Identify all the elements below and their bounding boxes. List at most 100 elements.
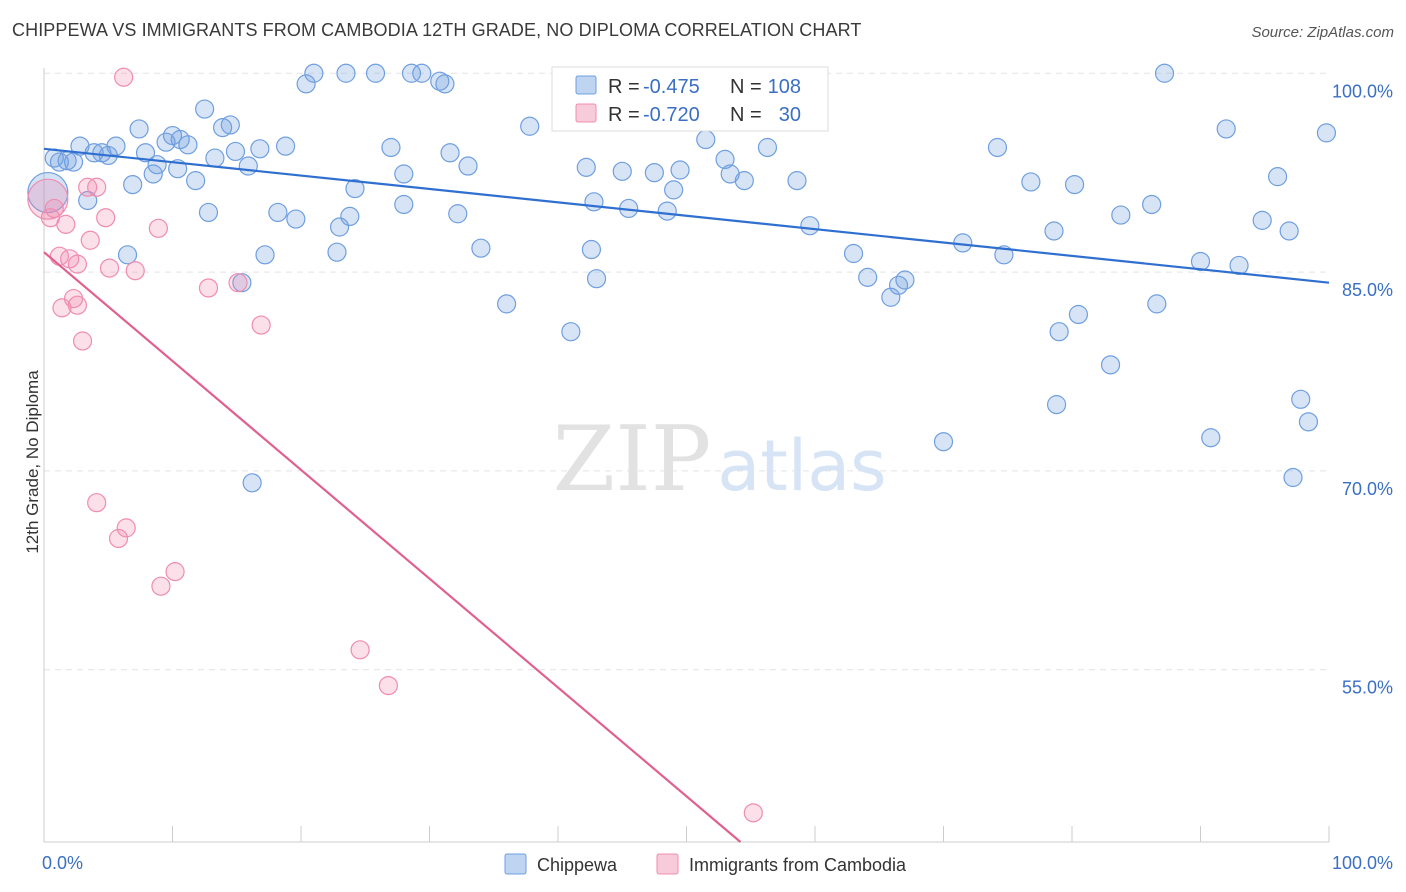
- y-tick-label-2: 85.0%: [1342, 280, 1393, 300]
- grid-lines: [44, 72, 1329, 671]
- data-point-s0-12: [123, 174, 143, 195]
- data-point-s1-13: [87, 493, 107, 513]
- y-tick-labels: 55.0% 70.0% 85.0% 100.0%: [1332, 81, 1393, 697]
- x-tick-label-max: 100.0%: [1332, 853, 1393, 873]
- data-point-s0-61: [586, 269, 607, 289]
- data-point-s0-90: [1068, 304, 1089, 325]
- data-point-s0-0: [27, 171, 69, 214]
- data-point-s1-16: [99, 258, 120, 278]
- data-point-s0-68: [670, 160, 690, 180]
- data-point-s1-10: [72, 331, 93, 351]
- data-point-s0-10: [106, 136, 126, 156]
- data-point-s0-91: [1100, 355, 1121, 375]
- stats-r-value-1: -0.475: [643, 76, 700, 98]
- data-point-s1-19: [125, 261, 145, 281]
- data-point-s0-41: [340, 206, 360, 226]
- data-point-s0-74: [787, 171, 807, 191]
- data-point-s0-85: [1021, 172, 1041, 192]
- data-point-s0-39: [327, 242, 347, 262]
- data-point-s0-62: [584, 192, 604, 212]
- data-point-s0-2: [49, 152, 70, 172]
- data-point-s0-6: [78, 190, 98, 211]
- axes: [43, 68, 1330, 843]
- stats-n-value-2: 30: [779, 104, 801, 126]
- data-point-s0-98: [1216, 119, 1236, 139]
- y-axis-label: 12th Grade, No Diploma: [23, 370, 42, 554]
- x-tick-label-min: 0.0%: [42, 853, 83, 873]
- data-point-s0-79: [888, 275, 909, 295]
- data-point-s0-63: [612, 161, 632, 181]
- data-point-s0-49: [412, 63, 432, 83]
- data-point-s0-30: [238, 156, 258, 176]
- data-point-s1-14: [87, 177, 107, 197]
- stats-r-label-1: R =: [608, 76, 640, 98]
- data-point-s0-52: [440, 143, 460, 163]
- data-point-s0-99: [1229, 255, 1249, 276]
- data-point-s0-16: [147, 155, 167, 175]
- data-point-s0-84: [987, 137, 1008, 158]
- legend-swatch-cambodia: [656, 853, 679, 875]
- data-point-s0-21: [178, 135, 198, 155]
- data-point-s0-37: [296, 74, 316, 94]
- data-point-s0-93: [1142, 194, 1162, 215]
- data-point-s0-81: [933, 432, 954, 452]
- data-point-s1-0: [27, 178, 69, 220]
- data-point-s1-26: [251, 315, 271, 335]
- data-point-s0-73: [757, 137, 778, 158]
- watermark: ZIP atlas: [553, 407, 887, 512]
- stats-n-label-1: N =: [730, 76, 762, 98]
- data-point-s0-97: [1201, 428, 1221, 448]
- data-point-s1-9: [67, 295, 88, 315]
- data-point-s1-23: [165, 562, 185, 582]
- data-point-s0-75: [800, 216, 820, 236]
- data-point-s0-4: [63, 152, 84, 172]
- data-point-s0-95: [1154, 63, 1175, 83]
- data-point-s1-21: [148, 218, 168, 238]
- data-point-s0-56: [497, 294, 517, 314]
- data-point-s0-87: [1046, 395, 1067, 415]
- data-point-s0-105: [1298, 412, 1319, 432]
- data-point-s0-27: [220, 115, 240, 135]
- data-point-s0-23: [195, 99, 215, 119]
- data-point-s0-32: [250, 139, 270, 159]
- data-point-s1-15: [96, 208, 116, 228]
- data-point-s0-106: [1316, 123, 1337, 143]
- data-point-s1-17: [108, 528, 129, 549]
- data-point-s0-66: [657, 201, 677, 221]
- data-point-s0-60: [581, 239, 602, 260]
- data-point-s1-12: [80, 230, 100, 250]
- data-point-s0-100: [1252, 210, 1272, 230]
- y-tick-label-1: 70.0%: [1342, 479, 1393, 499]
- data-point-s0-76: [843, 243, 864, 264]
- x-tick-labels: 0.0% 100.0%: [42, 853, 1393, 873]
- data-point-s0-102: [1279, 221, 1299, 241]
- y-tick-label-3: 100.0%: [1332, 81, 1393, 101]
- data-point-s1-2: [44, 198, 64, 219]
- data-point-s0-48: [401, 63, 422, 83]
- data-point-s0-5: [70, 136, 90, 156]
- data-point-s0-34: [268, 202, 288, 223]
- data-point-s0-44: [365, 63, 386, 83]
- data-point-s0-22: [186, 171, 206, 191]
- stats-n-value-1: 108: [768, 76, 801, 98]
- data-points: [27, 63, 1337, 823]
- chart-title: CHIPPEWA VS IMMIGRANTS FROM CAMBODIA 12T…: [12, 20, 862, 40]
- data-point-s0-24: [198, 202, 219, 223]
- trend-line-0: [43, 147, 1330, 284]
- data-point-s0-65: [644, 163, 664, 183]
- data-point-s1-28: [378, 675, 398, 696]
- data-point-s0-47: [394, 194, 414, 215]
- watermark-atlas: atlas: [717, 425, 886, 507]
- data-point-s0-14: [135, 143, 156, 163]
- data-point-s1-20: [114, 67, 134, 87]
- data-point-s0-89: [1064, 174, 1085, 195]
- data-point-s0-25: [205, 148, 225, 168]
- stats-swatch-cambodia: [575, 103, 597, 123]
- data-point-s0-51: [435, 74, 455, 94]
- data-point-s0-77: [858, 267, 878, 287]
- data-point-s0-15: [143, 164, 163, 184]
- data-point-s0-42: [345, 178, 365, 199]
- legend-swatch-chippewa: [504, 853, 527, 875]
- legend-label-chippewa: Chippewa: [537, 855, 618, 875]
- data-point-s0-36: [286, 209, 306, 229]
